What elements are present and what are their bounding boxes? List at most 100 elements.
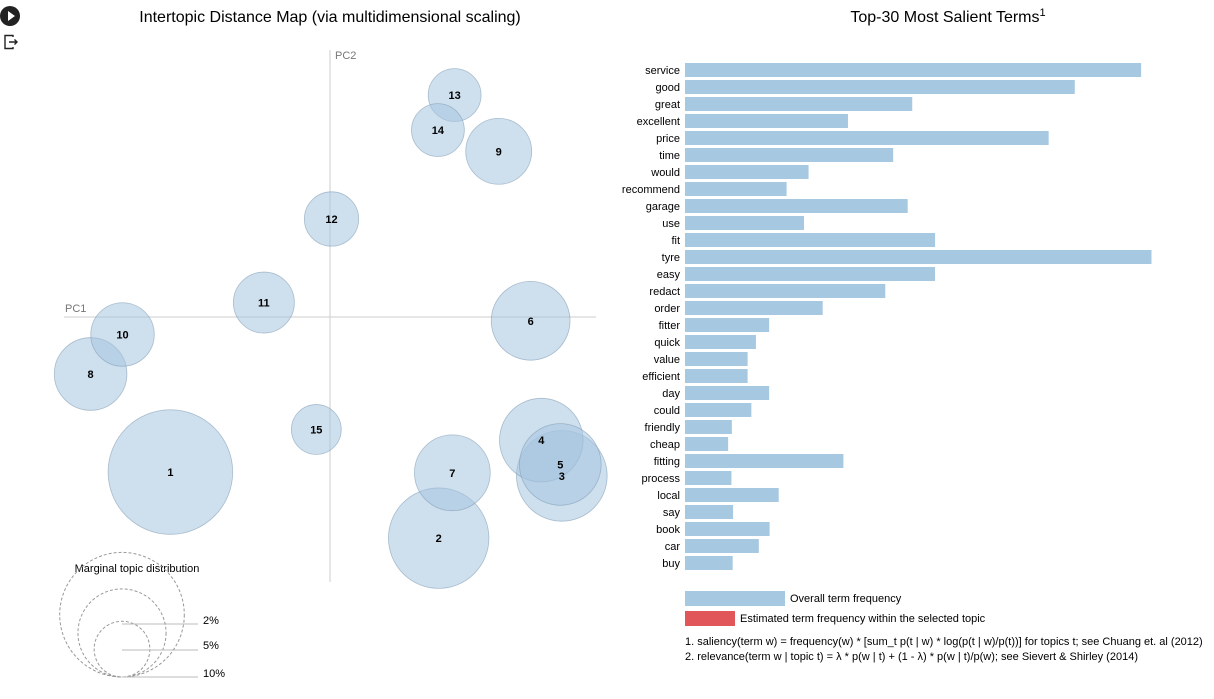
term-label-price[interactable]: price: [656, 133, 680, 145]
term-label-friendly[interactable]: friendly: [645, 422, 681, 434]
term-label-say[interactable]: say: [663, 507, 681, 519]
play-icon[interactable]: [0, 6, 20, 26]
term-bar-great[interactable]: [685, 97, 913, 111]
term-bar-could[interactable]: [685, 403, 752, 417]
term-bar-fit[interactable]: [685, 233, 936, 247]
term-bar-local[interactable]: [685, 488, 779, 502]
term-label-service[interactable]: service: [645, 65, 680, 77]
term-label-fitting[interactable]: fitting: [654, 456, 680, 468]
term-label-book[interactable]: book: [656, 524, 680, 536]
term-bar-say[interactable]: [685, 505, 734, 519]
topic-bubble-12[interactable]: [303, 191, 360, 247]
term-bar-excellent[interactable]: [685, 114, 848, 128]
terms-title: Top-30 Most Salient Terms1: [850, 7, 1045, 26]
topic-label-10[interactable]: 10: [116, 329, 128, 341]
term-label-fit[interactable]: fit: [671, 235, 680, 247]
term-bar-service[interactable]: [685, 63, 1142, 77]
term-label-car[interactable]: car: [665, 541, 681, 553]
term-bar-redact[interactable]: [685, 284, 886, 298]
term-bar-car[interactable]: [685, 539, 759, 553]
marginal-circle-2: [77, 588, 167, 678]
topic-bubble-1[interactable]: [107, 409, 234, 535]
term-label-good[interactable]: good: [656, 82, 680, 94]
term-label-excellent[interactable]: excellent: [637, 116, 680, 128]
topic-label-2[interactable]: 2: [436, 533, 442, 545]
term-bar-value[interactable]: [685, 352, 748, 366]
topic-label-3[interactable]: 3: [559, 471, 565, 483]
term-label-would[interactable]: would: [650, 167, 680, 179]
term-label-fitter[interactable]: fitter: [659, 320, 681, 332]
term-bar-buy[interactable]: [685, 556, 733, 570]
term-bar-book[interactable]: [685, 522, 770, 536]
topic-label-13[interactable]: 13: [449, 90, 461, 102]
marginal-legend: 2% 5% 10%: [59, 551, 225, 680]
legend-overall-swatch: [685, 591, 785, 606]
topic-label-14[interactable]: 14: [432, 125, 445, 137]
topic-label-9[interactable]: 9: [496, 146, 502, 158]
term-label-efficient[interactable]: efficient: [642, 371, 680, 383]
salient-terms-chart: Top-30 Most Salient Terms1 service good gr…: [622, 7, 1203, 663]
term-bar-efficient[interactable]: [685, 369, 748, 383]
term-bar-cheap[interactable]: [685, 437, 729, 451]
term-bar-price[interactable]: [685, 131, 1049, 145]
term-label-buy[interactable]: buy: [662, 558, 680, 570]
map-title: Intertopic Distance Map (via multidimens…: [139, 9, 521, 26]
term-label-time[interactable]: time: [659, 150, 680, 162]
term-label-garage[interactable]: garage: [646, 201, 680, 213]
pc1-label: PC1: [65, 303, 86, 315]
term-label-value[interactable]: value: [654, 354, 680, 366]
topic-label-4[interactable]: 4: [538, 435, 545, 447]
term-label-redact[interactable]: redact: [649, 286, 680, 298]
topic-label-11[interactable]: 11: [258, 298, 270, 310]
term-bar-tyre[interactable]: [685, 250, 1152, 264]
term-bar-garage[interactable]: [685, 199, 908, 213]
topic-bubble-15[interactable]: [291, 404, 342, 455]
terms-title-text: Top-30 Most Salient Terms: [850, 9, 1039, 26]
topic-bubble-10[interactable]: [90, 302, 155, 367]
term-bar-time[interactable]: [685, 148, 894, 162]
term-label-recommend[interactable]: recommend: [622, 184, 680, 196]
term-label-tyre[interactable]: tyre: [662, 252, 680, 264]
term-bar-order[interactable]: [685, 301, 823, 315]
topic-bubble-9[interactable]: [465, 117, 533, 185]
term-label-could[interactable]: could: [654, 405, 680, 417]
term-bar-recommend[interactable]: [685, 182, 787, 196]
term-label-local[interactable]: local: [657, 490, 680, 502]
marginal-title: Marginal topic distribution: [75, 563, 200, 575]
legend-selected-swatch: [685, 611, 735, 626]
topic-bubble-5[interactable]: [519, 423, 602, 506]
term-label-use[interactable]: use: [662, 218, 680, 230]
topic-bubble-6[interactable]: [490, 280, 571, 361]
topic-bubble-11[interactable]: [232, 271, 295, 334]
term-label-cheap[interactable]: cheap: [650, 439, 680, 451]
term-bar-friendly[interactable]: [685, 420, 732, 434]
terms-title-sup: 1: [1040, 7, 1046, 19]
term-bar-day[interactable]: [685, 386, 770, 400]
topic-label-8[interactable]: 8: [88, 369, 94, 381]
term-label-quick[interactable]: quick: [654, 337, 680, 349]
topic-bubble-7[interactable]: [414, 434, 491, 512]
exit-icon[interactable]: [3, 34, 19, 50]
legend-overall-label: Overall term frequency: [790, 593, 902, 605]
term-bar-use[interactable]: [685, 216, 805, 230]
topic-label-7[interactable]: 7: [449, 468, 455, 480]
term-label-great[interactable]: great: [655, 99, 680, 111]
term-bar-good[interactable]: [685, 80, 1075, 94]
term-bar-process[interactable]: [685, 471, 732, 485]
term-label-order[interactable]: order: [654, 303, 680, 315]
topic-label-1[interactable]: 1: [167, 467, 173, 479]
term-bar-would[interactable]: [685, 165, 809, 179]
term-bar-quick[interactable]: [685, 335, 756, 349]
term-bar-fitter[interactable]: [685, 318, 770, 332]
term-label-easy[interactable]: easy: [657, 269, 681, 281]
topic-label-15[interactable]: 15: [310, 424, 322, 436]
topic-bubble-14[interactable]: [411, 103, 465, 157]
term-bar-fitting[interactable]: [685, 454, 844, 468]
topic-label-12[interactable]: 12: [325, 214, 337, 226]
term-bar-easy[interactable]: [685, 267, 936, 281]
term-label-day[interactable]: day: [662, 388, 680, 400]
term-label-process[interactable]: process: [641, 473, 680, 485]
topic-label-5[interactable]: 5: [557, 459, 563, 471]
topic-label-6[interactable]: 6: [528, 316, 534, 328]
